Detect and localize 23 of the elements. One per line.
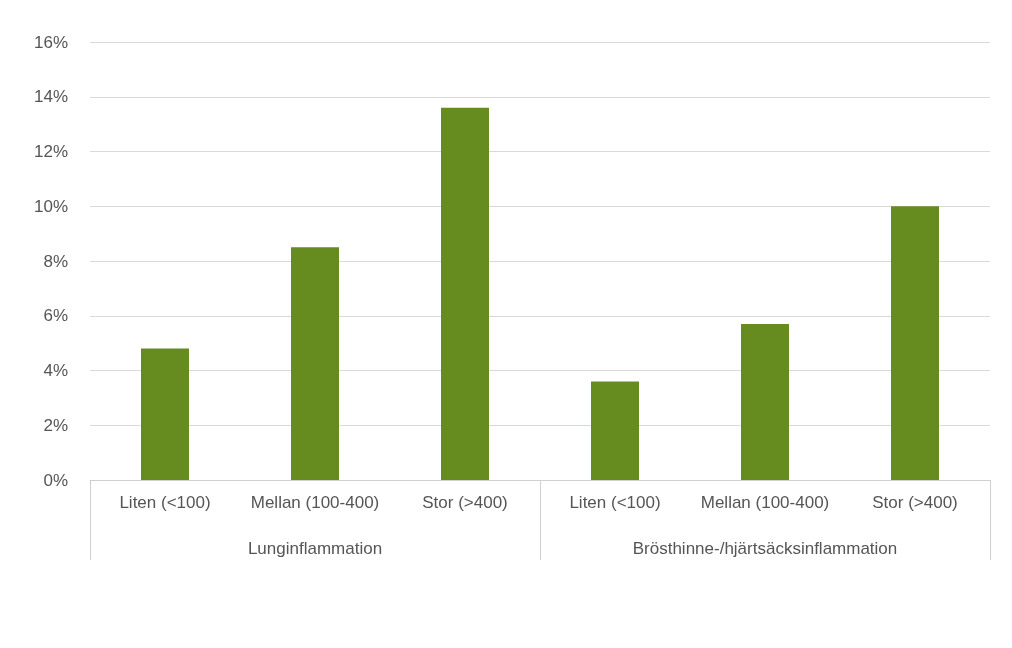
bar — [891, 206, 939, 480]
x-tick-label: Liten (<100) — [119, 493, 211, 512]
x-tick-label: Liten (<100) — [569, 493, 661, 512]
bar — [591, 381, 639, 480]
y-tick-label: 12% — [33, 142, 68, 161]
y-tick-label: 0% — [43, 470, 68, 490]
y-tick-label: 6% — [43, 306, 68, 326]
x-tick-label: Mellan (100-400) — [700, 493, 830, 512]
y-tick-label: 8% — [43, 251, 68, 271]
bar — [441, 107, 489, 480]
x-tick-label: Stor (>400) — [872, 493, 958, 512]
y-tick-label: 2% — [43, 415, 68, 435]
bar — [741, 323, 789, 480]
y-tick-label: 14% — [33, 87, 68, 107]
y-tick-label: 4% — [43, 361, 68, 380]
x-tick-label: Stor (>400) — [422, 493, 508, 512]
text: Lunginflammation — [247, 539, 383, 558]
bar — [291, 247, 339, 480]
text: Brösthinne-/hjärtsäcksinflammation — [632, 539, 898, 558]
y-tick-label: 10% — [33, 196, 68, 216]
y-tick-label: 16% — [33, 32, 68, 52]
x-tick-label: Mellan (100-400) — [250, 493, 380, 512]
bar — [141, 348, 189, 480]
